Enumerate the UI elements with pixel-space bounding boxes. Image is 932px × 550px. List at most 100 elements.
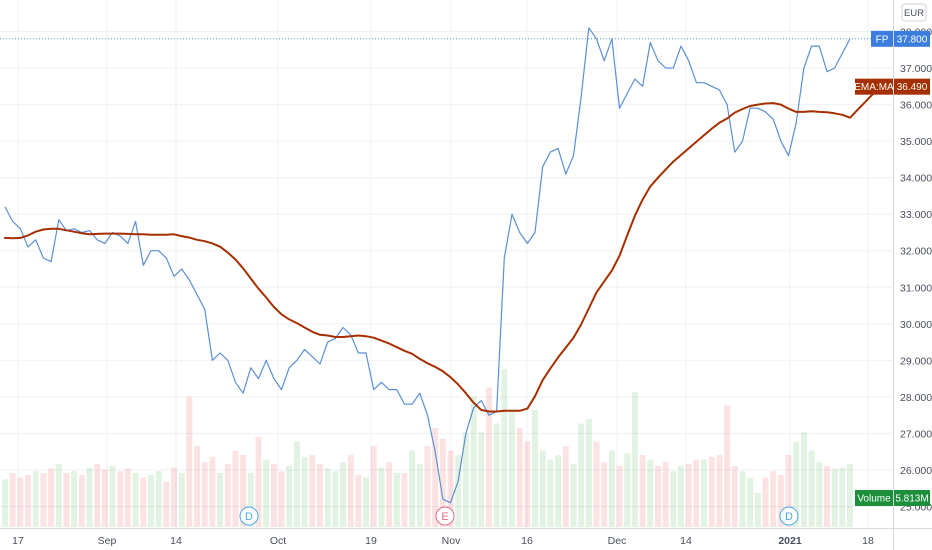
volume-bar [209, 456, 216, 527]
volume-bar [293, 441, 300, 527]
x-tick-label: 18 [862, 535, 874, 547]
y-tick-label: 27.000 [900, 428, 932, 440]
volume-bar [101, 469, 108, 527]
volume-bar [823, 465, 830, 527]
y-tick-label: 26.000 [900, 465, 932, 477]
volume-bar [685, 464, 692, 527]
volume-bar [316, 464, 323, 527]
volume-bar [808, 450, 815, 527]
volume-bar [17, 477, 24, 527]
volume-bar [301, 456, 308, 527]
volume-bar [224, 464, 231, 527]
volume-bar [324, 468, 331, 527]
volume-bar [455, 455, 462, 527]
y-tick-label: 31.000 [900, 282, 932, 294]
volume-bar [716, 455, 723, 527]
x-tick-label: 17 [12, 535, 24, 547]
volume-bar [278, 471, 285, 527]
x-tick-label: 2021 [778, 535, 802, 547]
event-marker [239, 506, 259, 526]
volume-bar [409, 450, 416, 527]
x-tick-label: Oct [270, 535, 286, 547]
FP-name-label: FP [876, 34, 889, 45]
volume-bar [393, 473, 400, 527]
volume-bar [470, 396, 477, 527]
volume-bar [147, 474, 154, 527]
EMA:MA-value-tag [894, 78, 930, 95]
FP-value-tag [894, 30, 930, 47]
volume-bar [9, 473, 16, 527]
volume-bar [155, 471, 162, 527]
volume-bar [493, 423, 500, 527]
EMA:MA-name-tag [855, 78, 893, 95]
x-tick-label: 16 [521, 535, 533, 547]
volume-bar [785, 455, 792, 527]
volume-bar [793, 441, 800, 527]
volume-bar [578, 423, 585, 527]
volume-bar [71, 471, 78, 527]
y-tick-label: 35.000 [900, 136, 932, 148]
volume-bar [416, 464, 423, 527]
volume-bar [678, 465, 684, 527]
volume-bar [40, 473, 47, 527]
y-tick-label: 34.000 [900, 173, 932, 185]
volume-bar [309, 455, 316, 527]
volume-bar [201, 462, 208, 527]
event-marker-label: E [441, 511, 448, 523]
volume-bar [25, 474, 32, 527]
volume-bar [194, 446, 201, 527]
volume-bar [478, 432, 485, 527]
volume-bar [816, 462, 823, 527]
volume-bar [140, 477, 147, 527]
volume-bar [555, 455, 562, 527]
volume-bar [32, 471, 39, 527]
volume-bar [270, 464, 277, 527]
Volume-value-tag [894, 490, 930, 506]
volume-bar [401, 473, 408, 527]
currency-label: EUR [904, 8, 924, 19]
volume-bar [770, 471, 777, 527]
volume-bar [570, 464, 577, 527]
volume-bar [839, 467, 846, 527]
price-line [4, 27, 851, 504]
FP-name-tag [871, 30, 893, 47]
volume-bar [670, 471, 677, 527]
volume-bar [462, 432, 469, 527]
volume-bar [178, 473, 185, 527]
event-marker-label: D [785, 511, 793, 523]
volume-bar [532, 410, 539, 527]
volume-bar [332, 471, 339, 527]
volume-bar [509, 410, 515, 527]
volume-bar [593, 441, 600, 527]
volume-bar [186, 396, 193, 527]
volume-bar [731, 465, 738, 527]
volume-bar [363, 477, 370, 527]
volume-bar [539, 450, 546, 527]
volume-bar [263, 459, 270, 527]
volume-bar [86, 467, 93, 527]
Volume-name-tag [855, 490, 893, 506]
x-tick-label: 14 [170, 535, 182, 547]
FP-value-label: 37.800 [897, 34, 928, 45]
y-tick-label: 28.000 [900, 392, 932, 404]
volume-bar [747, 477, 754, 527]
volume-bar [654, 465, 661, 527]
volume-bar [240, 455, 247, 527]
volume-bar [63, 473, 70, 527]
volume-bar [117, 471, 124, 527]
volume-bar [831, 468, 838, 527]
x-tick-label: Sep [98, 535, 117, 547]
volume-bar [355, 474, 362, 527]
volume-bar [624, 453, 631, 527]
y-tick-label: 37.000 [900, 63, 932, 75]
volume-bar [217, 473, 224, 527]
volume-bar [124, 468, 131, 527]
EMA:MA-name-label: EMA:MA [854, 82, 894, 93]
volume-bar [171, 467, 177, 527]
volume-bar [439, 438, 446, 527]
y-tick-label: 30.000 [900, 319, 932, 331]
y-tick-label: 29.000 [900, 355, 932, 367]
volume-bar [255, 437, 262, 527]
volume-bar [754, 492, 761, 527]
